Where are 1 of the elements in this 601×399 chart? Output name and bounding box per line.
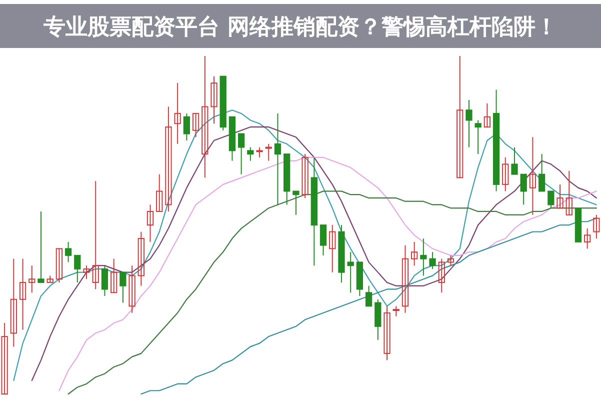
chart-title: 专业股票配资平台 网络推销配资？警惕高杠杆陷阱！ [42,14,558,40]
